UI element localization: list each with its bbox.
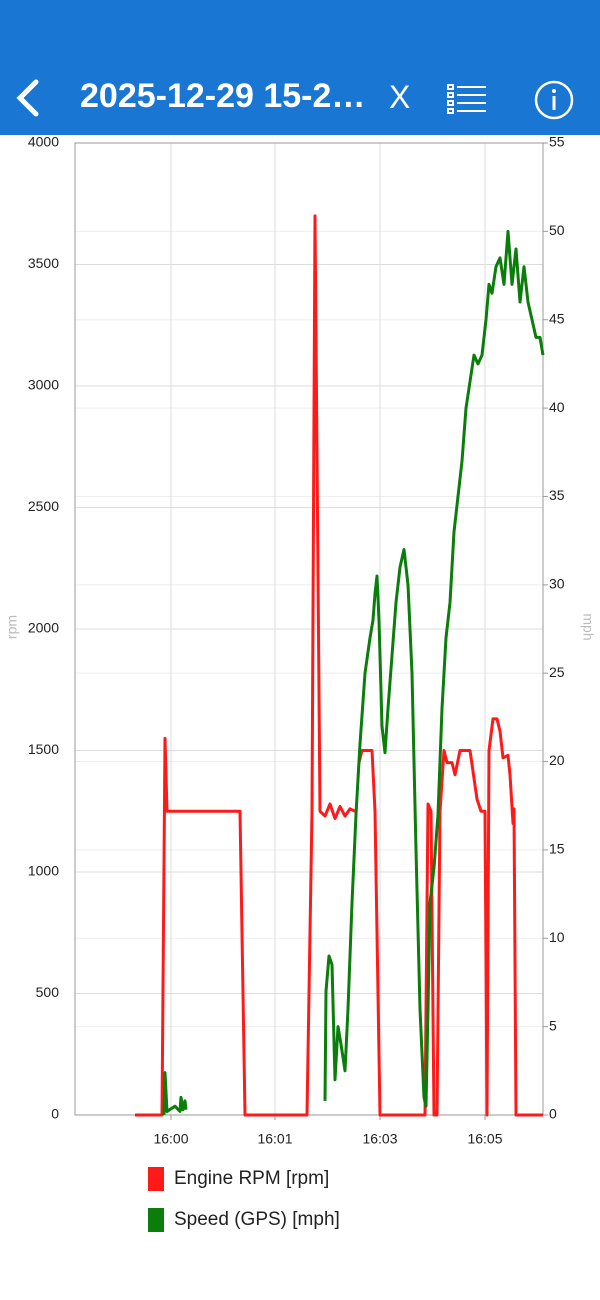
legend-label: Engine RPM [rpm] — [174, 1168, 329, 1189]
back-button[interactable] — [12, 78, 42, 118]
y-tick-label: 4000 — [28, 135, 59, 150]
y2-tick-label: 50 — [549, 222, 565, 238]
y-tick-label: 2000 — [28, 620, 59, 636]
legend-swatch — [148, 1167, 164, 1191]
chart: rpm mph 05001000150020002500300035004000… — [4, 135, 596, 1232]
plot-frame — [74, 142, 544, 1116]
x-tick-label: 16:01 — [257, 1131, 292, 1147]
y2-tick-label: 25 — [549, 664, 565, 680]
data-line — [162, 229, 545, 1116]
title: 2025-12-29 15-2… — [80, 77, 366, 115]
legend-swatch — [148, 1208, 164, 1232]
y-tick-label: 0 — [51, 1106, 59, 1122]
y2-tick-label: 40 — [549, 399, 565, 415]
y2-tick-label: 10 — [549, 929, 565, 945]
x-tick-label: 16:00 — [153, 1131, 188, 1147]
y-tick-label: 1500 — [28, 741, 59, 757]
app-header: 2025-12-29 15-2… X — [0, 0, 600, 135]
y-tick-label: 2500 — [28, 498, 59, 514]
y2-axis-label: mph — [580, 613, 596, 640]
y-axis-label: rpm — [4, 615, 20, 639]
close-button[interactable]: X — [389, 79, 411, 115]
y2-tick-label: 30 — [549, 576, 565, 592]
y2-tick-label: 45 — [549, 310, 565, 326]
legend-label: Speed (GPS) [mph] — [174, 1209, 340, 1230]
y2-tick-label: 35 — [549, 487, 565, 503]
y2-tick-label: 5 — [549, 1017, 557, 1033]
info-button[interactable] — [533, 79, 575, 121]
y-tick-label: 3500 — [28, 255, 59, 271]
x-tick-label: 16:05 — [467, 1131, 502, 1147]
y-tick-label: 500 — [36, 984, 60, 1000]
y2-tick-label: 0 — [549, 1106, 557, 1122]
y2-tick-label: 55 — [549, 135, 565, 150]
y2-tick-label: 20 — [549, 752, 565, 768]
list-button[interactable] — [446, 83, 488, 115]
y-tick-label: 3000 — [28, 377, 59, 393]
y2-tick-label: 15 — [549, 841, 565, 857]
x-tick-label: 16:03 — [362, 1131, 397, 1147]
y-tick-label: 1000 — [28, 863, 59, 879]
